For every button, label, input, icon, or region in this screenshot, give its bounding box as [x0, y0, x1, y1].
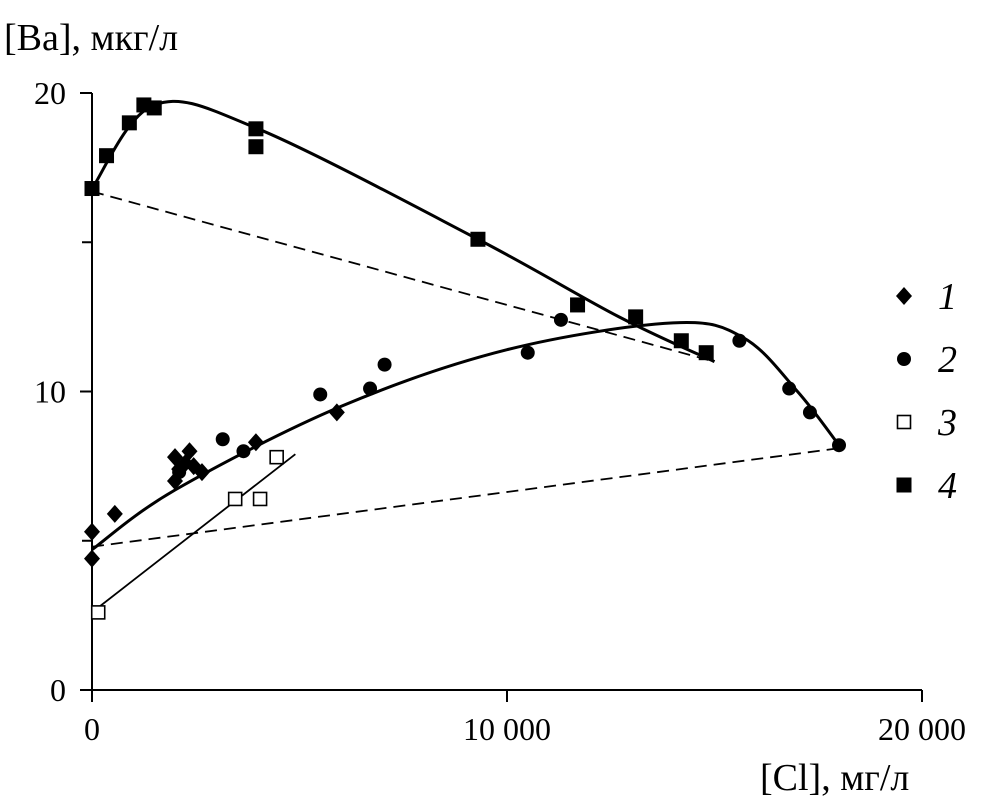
- legend-marker-1: [896, 287, 912, 305]
- data-point-series-4: [248, 121, 264, 137]
- data-point-series-2: [172, 465, 187, 480]
- data-point-series-1: [193, 463, 210, 482]
- data-point-series-2: [377, 357, 392, 372]
- legend: 1 2 3 4: [896, 276, 957, 507]
- data-point-series-2: [363, 381, 378, 396]
- y-axis-title: [Ba], мкг/л: [4, 17, 178, 59]
- data-point-series-2: [832, 438, 846, 453]
- data-point-series-2: [313, 387, 328, 402]
- y-tick-label: 0: [50, 672, 66, 708]
- data-point-series-4: [84, 181, 100, 197]
- data-point-series-1: [84, 522, 100, 541]
- legend-label-4: 4: [938, 465, 957, 507]
- x-tick-label: 20 000: [878, 711, 966, 747]
- axes: [80, 92, 923, 702]
- trend-curve-4: [91, 190, 715, 363]
- data-point-series-2: [520, 345, 535, 360]
- data-point-series-1: [106, 504, 123, 523]
- legend-marker-4: [896, 477, 912, 493]
- y-tick-label: 20: [34, 75, 66, 111]
- data-point-series-4: [698, 345, 714, 361]
- data-point-series-2: [732, 333, 747, 348]
- data-point-series-2: [215, 432, 230, 447]
- data-point-series-1: [247, 433, 264, 452]
- data-point-series-2: [802, 405, 817, 420]
- trend-curve-1: [90, 99, 716, 364]
- data-point-series-1: [181, 442, 198, 461]
- x-tick-label: 0: [84, 711, 100, 747]
- data-point-series-4: [673, 333, 689, 349]
- data-point-series-2: [236, 444, 251, 459]
- data-point-series-3: [90, 605, 106, 620]
- data-point-series-2: [782, 381, 797, 396]
- legend-marker-3: [896, 414, 912, 430]
- data-point-series-4: [146, 100, 162, 116]
- data-point-series-4: [248, 139, 264, 155]
- trend-curve-5: [91, 447, 840, 548]
- y-tick-label: 10: [34, 374, 66, 410]
- data-point-series-1: [328, 403, 345, 422]
- data-point-series-4: [628, 309, 644, 325]
- data-point-series-2: [553, 312, 568, 327]
- legend-label-1: 1: [938, 276, 957, 318]
- tick-labels: 0 10 20 0 10 000 20 000: [34, 75, 966, 747]
- trend-curves: [90, 99, 841, 614]
- legend-label-3: 3: [937, 402, 957, 444]
- x-tick-label: 10 000: [463, 711, 551, 747]
- data-point-series-4: [570, 297, 586, 313]
- data-point-series-1: [84, 549, 100, 568]
- data-point-series-3: [227, 491, 243, 507]
- data-point-series-4: [470, 231, 486, 247]
- data-markers: [84, 97, 846, 620]
- trend-curve-2: [91, 320, 841, 551]
- data-point-series-4: [99, 148, 115, 164]
- legend-label-2: 2: [938, 339, 957, 381]
- x-axis-title: [Cl], мг/л: [760, 757, 909, 799]
- data-point-series-3: [269, 449, 284, 465]
- legend-marker-2: [897, 352, 911, 366]
- data-point-series-4: [121, 115, 137, 131]
- data-point-series-3: [252, 491, 268, 507]
